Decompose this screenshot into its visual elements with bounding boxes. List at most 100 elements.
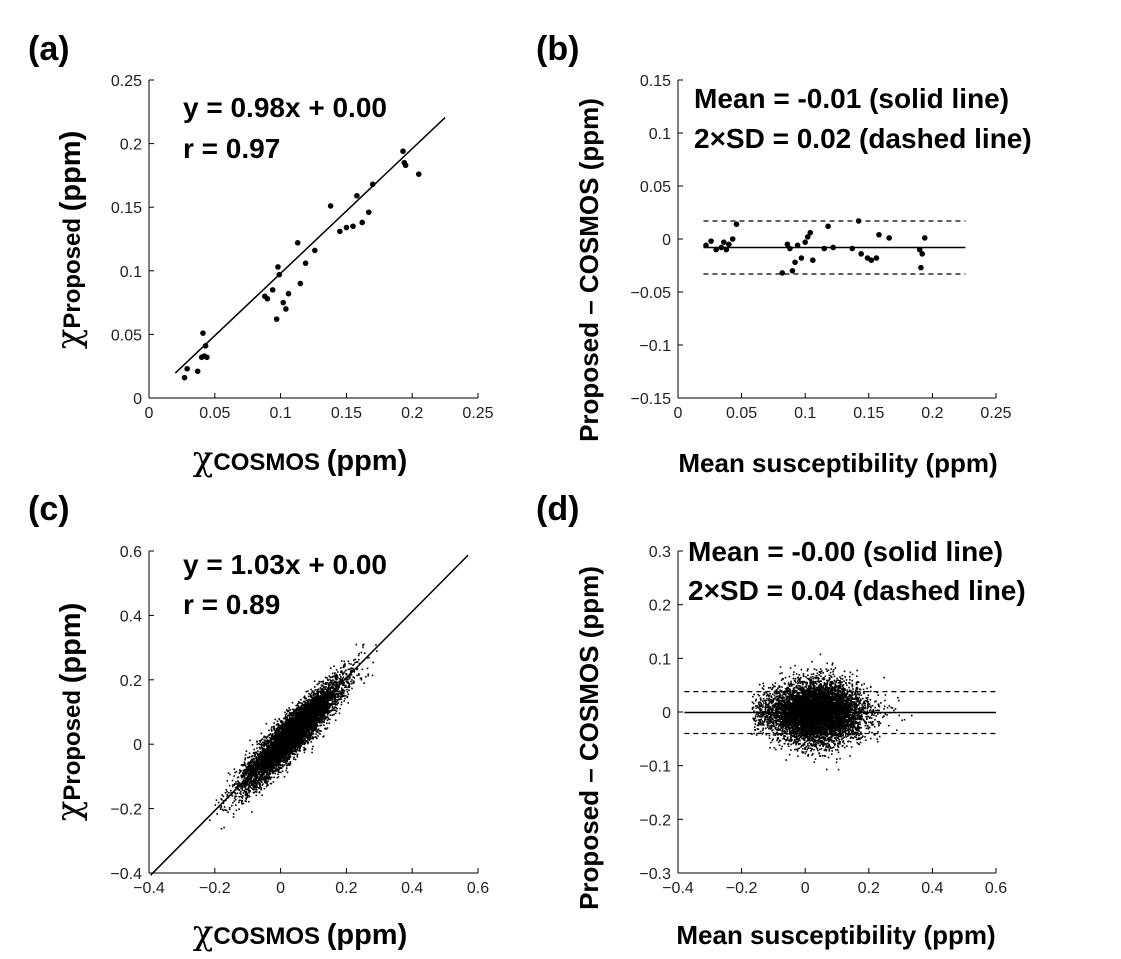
cloud-point (341, 679, 343, 682)
cloud-point (263, 774, 265, 776)
cloud-point (296, 711, 298, 714)
cloud-point (325, 691, 327, 693)
cloud-point (367, 674, 369, 677)
cloud-point (333, 707, 335, 710)
panel-c: −0.4 −0.2 0 0.2 0.4 0.6−0.4−0.200.20.40.6(c)y… (28, 490, 489, 953)
cloud-point (346, 681, 349, 684)
cloud-point (345, 684, 347, 687)
data-point (798, 255, 805, 261)
cloud-point (296, 706, 298, 709)
cloud-point (318, 706, 321, 709)
cloud-point (257, 760, 259, 763)
cloud-point (323, 719, 326, 722)
cloud-point (241, 772, 244, 774)
cloud-point (324, 709, 327, 711)
cloud-point (267, 778, 270, 781)
data-point (202, 343, 209, 349)
cloud-point (310, 692, 313, 695)
cloud-point (244, 790, 246, 793)
cloud-point (240, 764, 243, 766)
cloud-point (257, 763, 260, 766)
cloud-point (320, 697, 322, 700)
cloud-point (270, 744, 273, 746)
cloud-point (249, 739, 251, 742)
cloud-point (235, 783, 237, 785)
cloud-point (261, 755, 264, 757)
cloud-point (333, 687, 336, 690)
cloud-point (278, 768, 280, 771)
cloud-point (350, 674, 353, 676)
data-point (343, 224, 350, 231)
cloud-point (291, 708, 294, 711)
cloud-point (316, 713, 318, 716)
cloud-point (297, 706, 300, 709)
cloud-point (209, 819, 211, 822)
data-point (720, 239, 727, 245)
cloud-point (341, 688, 343, 691)
cloud-point (291, 749, 294, 752)
cloud-point (327, 684, 330, 686)
cloud-point (348, 677, 351, 680)
data-point (876, 231, 882, 238)
data-point (359, 219, 365, 226)
cloud-point (303, 748, 306, 751)
cloud-point (294, 758, 297, 761)
cloud-point (319, 694, 322, 697)
cloud-point (316, 697, 319, 699)
cloud-point (256, 765, 258, 767)
cloud-point (337, 690, 339, 693)
cloud-point (366, 667, 369, 670)
cloud-point (304, 700, 306, 703)
cloud-point (326, 711, 329, 713)
cloud-point (241, 801, 243, 804)
cloud-point (256, 773, 259, 776)
cloud-point (220, 806, 222, 809)
cloud-point (264, 775, 267, 778)
panel-label: (b) (536, 30, 579, 68)
y-tick-label: −0.15 (631, 391, 672, 408)
cloud-point (259, 779, 261, 782)
cloud-point (275, 761, 277, 764)
cloud-point (291, 715, 293, 717)
cloud-point (259, 768, 261, 771)
cloud-point (254, 760, 256, 762)
cloud-point (326, 722, 328, 725)
data-point (184, 365, 190, 372)
cloud-point (244, 758, 246, 761)
y-tick-label: −0.1 (639, 338, 671, 355)
cloud-point (253, 791, 256, 794)
cloud-point (285, 767, 288, 769)
cloud-point (347, 693, 350, 695)
x-axis-label: Mean susceptibility (ppm) (678, 448, 997, 478)
cloud-point (323, 705, 326, 707)
cloud-point (285, 762, 287, 765)
cloud-point (321, 721, 323, 724)
cloud-point (253, 748, 256, 751)
cloud-point (280, 758, 283, 761)
cloud-point (339, 678, 342, 681)
cloud-point (339, 707, 341, 710)
cloud-point (265, 778, 267, 781)
x-tick-label: 0.25 (462, 405, 493, 422)
cloud-point (324, 727, 326, 730)
cloud-point (340, 703, 343, 706)
cloud-point (324, 705, 327, 707)
cloud-point (252, 791, 255, 794)
cloud-point (289, 717, 292, 719)
cloud-point (243, 761, 246, 763)
cloud-point (244, 757, 247, 759)
cloud-point (363, 682, 365, 684)
cloud-point (266, 745, 268, 748)
cloud-point (268, 771, 270, 774)
cloud-point (249, 785, 251, 788)
cloud-point (319, 714, 322, 716)
cloud-point (336, 675, 338, 678)
cloud-point (309, 694, 312, 697)
cloud-point (334, 719, 337, 722)
cloud-point (296, 754, 299, 756)
x-axis-subscript: COSMOS (213, 449, 326, 476)
cloud-point (228, 808, 231, 811)
cloud-point (257, 750, 259, 752)
cloud-point (313, 717, 315, 720)
cloud-point (307, 742, 309, 745)
